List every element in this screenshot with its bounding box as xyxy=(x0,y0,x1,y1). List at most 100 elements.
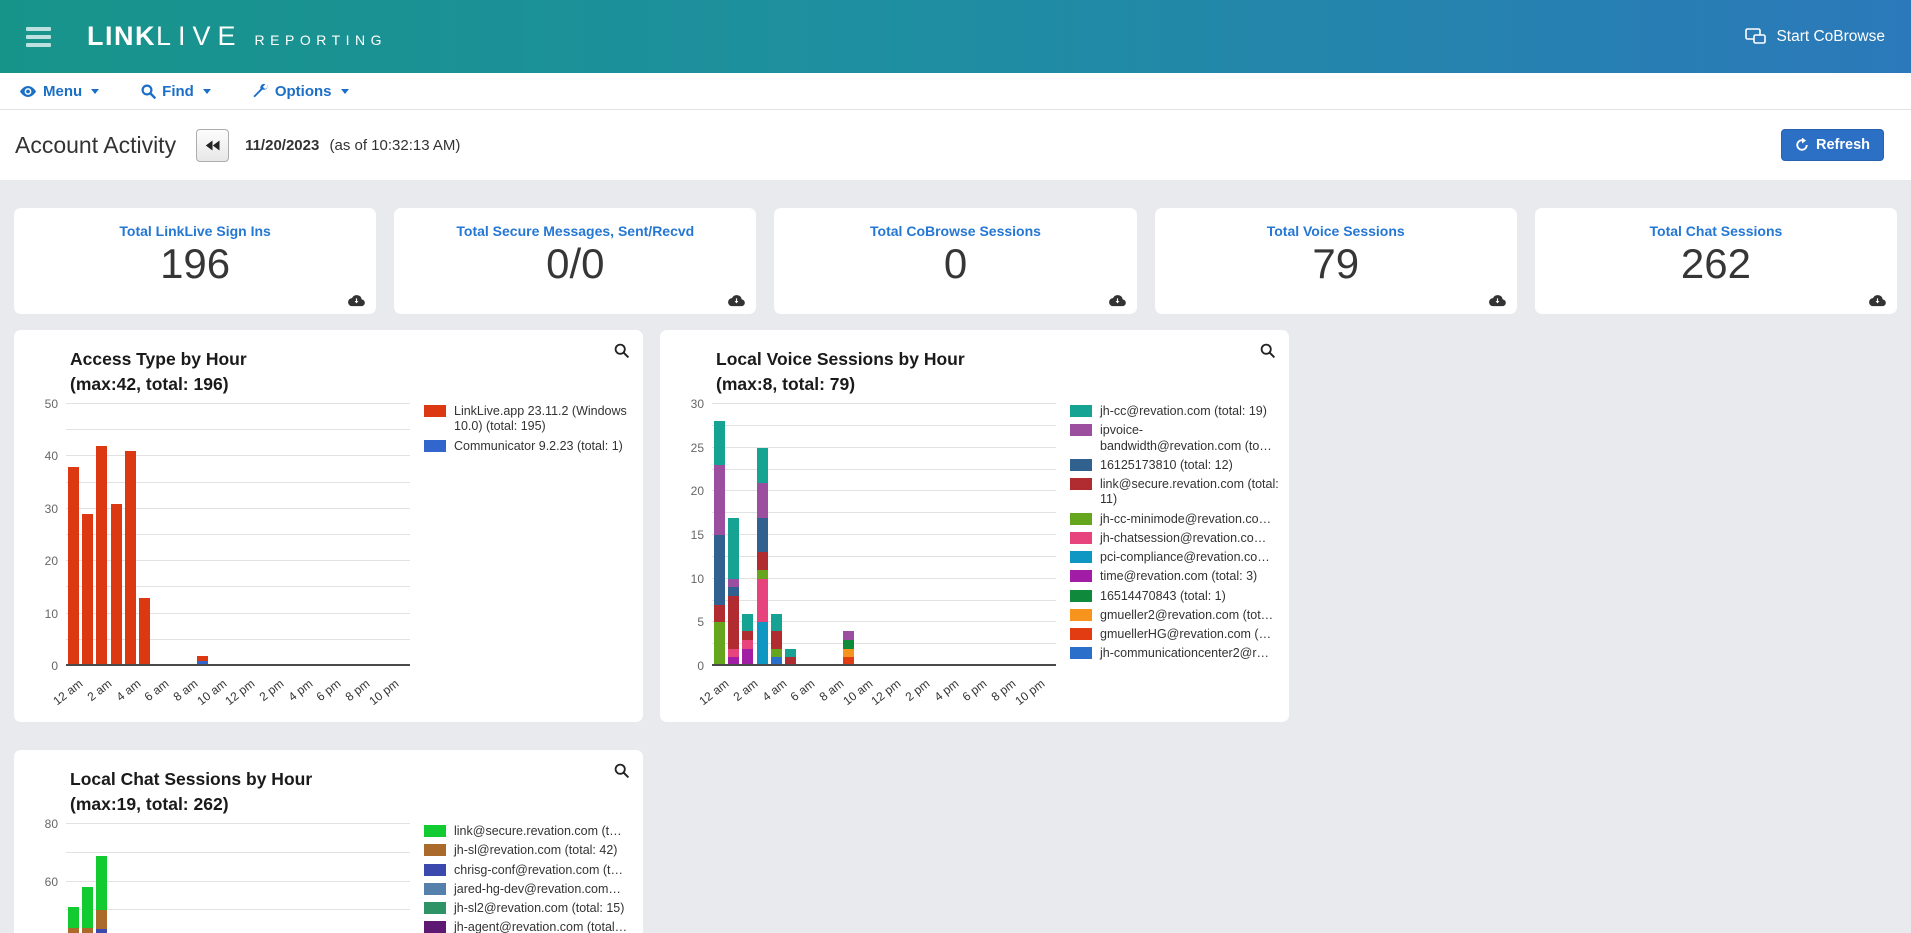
magnifier-icon[interactable] xyxy=(1260,343,1275,358)
chart-local-chat-sessions-by-hour: Local Chat Sessions by Hour (max:19, tot… xyxy=(14,750,643,933)
bar-segment xyxy=(728,587,739,597)
plot-area xyxy=(712,403,1056,666)
app-logo: LINK LIVE REPORTING xyxy=(87,21,387,52)
gridline xyxy=(712,446,1056,448)
legend-swatch xyxy=(1070,512,1092,525)
bar-segment xyxy=(196,655,208,661)
stat-card-secure-messages: Total Secure Messages, Sent/Recvd 0/0 xyxy=(394,208,757,314)
legend-swatch xyxy=(1070,405,1092,417)
bar-segment xyxy=(756,578,768,623)
cloud-download-icon[interactable] xyxy=(1108,294,1126,307)
bar-segment xyxy=(771,648,782,658)
legend-label: gmueller2@revation.com (tot… xyxy=(1100,607,1274,622)
x-tick-label: 6 am xyxy=(141,676,172,704)
bar-segment xyxy=(728,648,739,658)
bar-segment xyxy=(785,648,797,658)
logo-text-thin: LIVE xyxy=(156,21,243,51)
bar-segment xyxy=(728,517,739,579)
magnifier-icon[interactable] xyxy=(614,763,629,778)
y-tick-label: 40 xyxy=(44,449,58,464)
x-tick-label: 10 am xyxy=(193,676,229,709)
gridline xyxy=(712,621,1056,623)
cloud-download-icon[interactable] xyxy=(1488,294,1506,307)
bar-segment xyxy=(785,657,797,666)
previous-date-button[interactable] xyxy=(196,128,230,162)
gridline xyxy=(66,481,410,483)
y-tick-label: 0 xyxy=(51,659,58,673)
gridline xyxy=(712,512,1056,514)
gridline xyxy=(712,403,1056,404)
x-tick-label: 4 am xyxy=(759,676,789,704)
bar-segment xyxy=(728,578,739,588)
bar-segment xyxy=(713,535,725,605)
dual-screens-icon xyxy=(1745,28,1767,45)
stat-card-chat-sessions: Total Chat Sessions 262 xyxy=(1534,208,1898,314)
bar-segment xyxy=(756,482,768,518)
y-tick-label: 5 xyxy=(697,615,704,630)
bar-segment xyxy=(842,631,854,640)
chart-legend: LinkLive.app 23.11.2 (Windows 10.0) (tot… xyxy=(424,404,636,718)
x-tick-label: 6 pm xyxy=(313,676,344,704)
legend-label: link@secure.revation.com (total: 11) xyxy=(1100,477,1279,507)
y-tick-label: 0 xyxy=(697,659,704,673)
x-tick-label: 6 am xyxy=(787,676,818,704)
gridline xyxy=(66,851,410,853)
charts-grid: Access Type by Hour (max:42, total: 196)… xyxy=(14,330,1897,933)
refresh-label: Refresh xyxy=(1816,137,1870,153)
x-tick-label: 12 am xyxy=(50,676,86,709)
refresh-button[interactable]: Refresh xyxy=(1781,129,1884,161)
legend-label: jh-chatsession@revation.co… xyxy=(1100,530,1267,545)
menu-label: Menu xyxy=(43,82,83,100)
legend-label: time@revation.com (total: 3) xyxy=(1100,569,1258,584)
bar-segment xyxy=(713,421,725,466)
bar-segment xyxy=(742,648,754,666)
gridline xyxy=(66,880,410,882)
legend-swatch xyxy=(1070,531,1092,544)
y-tick-label: 50 xyxy=(44,397,58,411)
legend-item: jh-communicationcenter2@r… xyxy=(1070,646,1282,661)
cloud-download-icon[interactable] xyxy=(348,294,366,307)
x-tick-label: 12 pm xyxy=(868,676,904,709)
wrench-icon xyxy=(253,83,269,99)
cloud-download-icon[interactable] xyxy=(728,294,746,307)
find-label: Find xyxy=(162,82,194,100)
gridline xyxy=(712,490,1056,492)
hamburger-icon[interactable] xyxy=(26,26,51,47)
x-axis: 12 am 2 am 4 am 6 am 8 am 10 am 12 pm 2 pm 4 pm 6… xyxy=(51,666,410,718)
gridline xyxy=(66,403,410,404)
gridline xyxy=(712,424,1056,426)
magnifier-icon[interactable] xyxy=(614,343,629,358)
y-tick-label: 15 xyxy=(690,528,704,542)
legend-item: gmueller2@revation.com (tot… xyxy=(1070,608,1282,623)
cloud-download-icon[interactable] xyxy=(1869,294,1886,307)
stat-label: Total Chat Sessions xyxy=(1649,223,1783,239)
gridline xyxy=(66,586,410,588)
gridline xyxy=(712,555,1056,557)
start-cobrowse-button[interactable]: Start CoBrowse xyxy=(1745,28,1885,46)
x-tick-label: 4 pm xyxy=(931,676,961,704)
legend-item: chrisg-conf@revation.com (t… xyxy=(424,863,636,878)
menu-dropdown[interactable]: Menu xyxy=(19,82,100,100)
legend-swatch xyxy=(1070,570,1092,583)
search-icon xyxy=(141,83,156,99)
find-dropdown[interactable]: Find xyxy=(141,83,211,100)
legend-label: jh-sl@revation.com (total: 42) xyxy=(454,843,618,858)
legend-item: ipvoice-bandwidth@revation.com (to… xyxy=(1070,423,1282,454)
y-tick-label: 10 xyxy=(690,571,704,586)
y-tick-label: 30 xyxy=(690,397,704,411)
x-tick-label: 12 pm xyxy=(222,676,258,709)
gridline xyxy=(66,429,410,431)
bar-segment xyxy=(842,657,854,666)
legend-label: gmuellerHG@revation.com (… xyxy=(1100,627,1272,641)
rewind-icon xyxy=(205,140,220,151)
bar-segment xyxy=(756,447,768,483)
x-tick-label: 10 pm xyxy=(1011,676,1047,709)
options-dropdown[interactable]: Options xyxy=(253,83,349,100)
bar-segment xyxy=(756,569,768,579)
chart-title: Local Voice Sessions by Hour (max:8, tot… xyxy=(716,349,965,394)
stat-label: Total Voice Sessions xyxy=(1266,223,1405,239)
legend-item: jh-sl2@revation.com (total: 15) xyxy=(424,901,636,916)
legend-label: jh-agent@revation.com (total… xyxy=(454,920,628,933)
legend-swatch xyxy=(1070,424,1092,437)
legend-item: jh-cc-minimode@revation.co… xyxy=(1070,512,1282,527)
